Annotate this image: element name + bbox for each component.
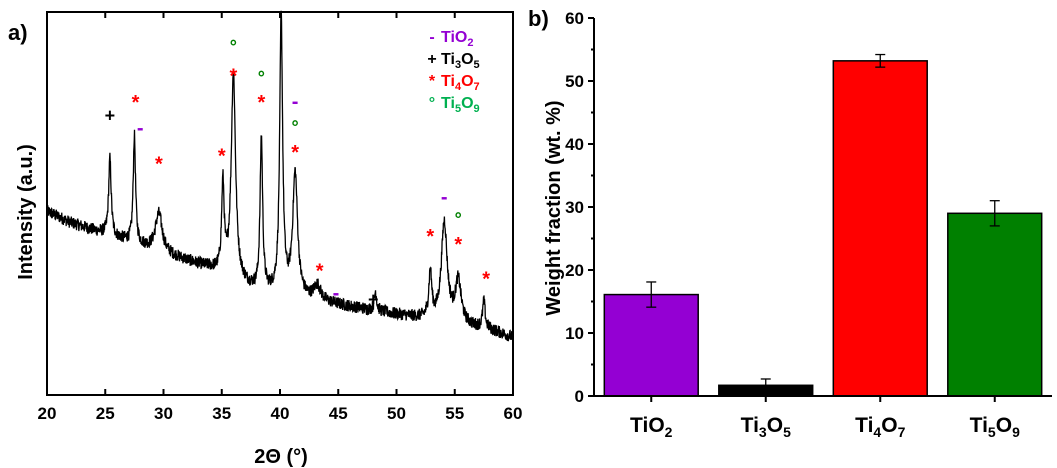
y-tick-label: 40	[565, 135, 584, 154]
formula-subscript: 5	[474, 59, 480, 71]
peak-marker: °	[455, 209, 462, 229]
formula-text: TiO	[441, 29, 467, 46]
formula-text: Ti	[741, 414, 759, 437]
error-bar	[989, 200, 1000, 227]
peak-marker: °	[258, 67, 265, 87]
formula-text: Ti	[441, 51, 455, 68]
x-tick-label: 45	[329, 404, 348, 423]
formula-text: O	[461, 95, 473, 112]
formula-text: Ti	[970, 414, 988, 437]
formula-subscript: 9	[474, 103, 480, 115]
legend-symbol: *	[429, 73, 436, 90]
x-tick-label: 30	[154, 404, 173, 423]
xrd-x-ticks: 20 25 30 35 40 45 50 55 60	[38, 12, 523, 423]
formula-text: O	[996, 414, 1012, 437]
formula-subscript: 4	[455, 81, 462, 93]
bar-tio2	[603, 293, 699, 397]
peak-marker: °	[292, 117, 299, 137]
legend-entry: TiO2	[441, 29, 474, 49]
formula-text: O	[767, 414, 783, 437]
panel-label-a: a)	[8, 20, 28, 45]
xrd-x-axis-title: 2Θ (°)	[254, 446, 308, 468]
error-bar	[875, 53, 886, 68]
formula-subscript: 3	[455, 59, 461, 71]
legend-symbol: °	[429, 95, 435, 112]
x-tick-label: 55	[445, 404, 464, 423]
category-label: Ti3O5	[741, 414, 791, 440]
legend-entry: Ti3O5	[441, 51, 480, 71]
formula-subscript: 5	[783, 424, 791, 440]
category-label: Ti5O9	[970, 414, 1020, 440]
peak-marker: *	[132, 92, 140, 114]
peak-marker: *	[291, 142, 299, 164]
formula-subscript: 2	[665, 424, 673, 440]
y-tick-label: 20	[565, 261, 584, 280]
peak-marker: *	[218, 146, 226, 168]
peak-marker: -	[292, 91, 299, 113]
peak-marker: *	[482, 268, 490, 290]
formula-subscript: 2	[467, 37, 473, 49]
peak-marker: -	[137, 118, 144, 140]
formula-subscript: 7	[898, 424, 906, 440]
peak-marker: *	[454, 234, 462, 256]
y-tick-label: 30	[565, 198, 584, 217]
formula-subscript: 3	[759, 424, 767, 440]
x-tick-label: 25	[96, 404, 115, 423]
formula-subscript: 5	[455, 103, 461, 115]
formula-text: Ti	[441, 95, 455, 112]
error-bar	[760, 378, 771, 393]
xrd-legend: - TiO2+ Ti3O5* Ti4O7° Ti5O9	[427, 29, 479, 115]
legend-entry: Ti4O7	[441, 73, 480, 93]
category-label: Ti4O7	[855, 414, 905, 440]
weight-fraction-y-ticks: 0 10 20 30 40 50 60	[565, 9, 594, 406]
x-tick-label: 40	[271, 404, 290, 423]
peak-marker: *	[257, 92, 265, 114]
category-label: TiO2	[630, 414, 673, 440]
x-tick-label: 35	[212, 404, 231, 423]
peak-marker: +	[368, 289, 379, 309]
formula-subscript: 4	[873, 424, 881, 440]
y-tick-label: 0	[575, 387, 584, 406]
peak-marker: -	[333, 282, 340, 304]
xrd-y-axis-title: Intensity (a.u.)	[15, 144, 37, 280]
formula-text: O	[881, 414, 897, 437]
legend-symbol: +	[427, 51, 436, 68]
bar-ti4o7	[832, 60, 928, 397]
peak-marker: +	[105, 105, 116, 125]
formula-text: O	[461, 73, 473, 90]
y-tick-label: 50	[565, 72, 584, 91]
formula-text: Ti	[855, 414, 873, 437]
peak-marker: *	[155, 153, 163, 175]
formula-text: Ti	[441, 73, 455, 90]
formula-subscript: 5	[988, 424, 996, 440]
legend-symbol: -	[429, 29, 434, 46]
xrd-pattern-line	[46, 10, 514, 342]
weight-fraction-categories: TiO2 Ti3O5 Ti4O7 Ti5O9	[630, 396, 1020, 440]
formula-text: O	[461, 51, 473, 68]
peak-marker: *	[426, 226, 434, 248]
formula-text: TiO	[630, 414, 665, 437]
legend-entry: Ti5O9	[441, 95, 480, 115]
peak-marker: -	[441, 187, 448, 209]
formula-subscript: 7	[474, 81, 480, 93]
formula-subscript: 9	[1012, 424, 1020, 440]
x-tick-label: 20	[38, 404, 57, 423]
panel-label-b: b)	[528, 6, 549, 31]
peak-marker: *	[316, 261, 324, 283]
weight-fraction-bars	[603, 53, 1043, 397]
peak-marker: °	[230, 37, 237, 57]
xrd-peak-markers: +*-**°*°*°*-°**-+*-°**	[105, 0, 491, 309]
weight-fraction-y-axis-title: Weight fraction (wt. %)	[543, 100, 565, 315]
x-tick-label: 60	[504, 404, 523, 423]
peak-marker: *	[230, 65, 238, 87]
y-tick-label: 10	[565, 324, 584, 343]
y-tick-label: 60	[565, 9, 584, 28]
error-bar	[646, 281, 657, 308]
peak-marker: *	[280, 0, 288, 7]
x-tick-label: 50	[387, 404, 406, 423]
bar-ti5o9	[947, 212, 1043, 397]
